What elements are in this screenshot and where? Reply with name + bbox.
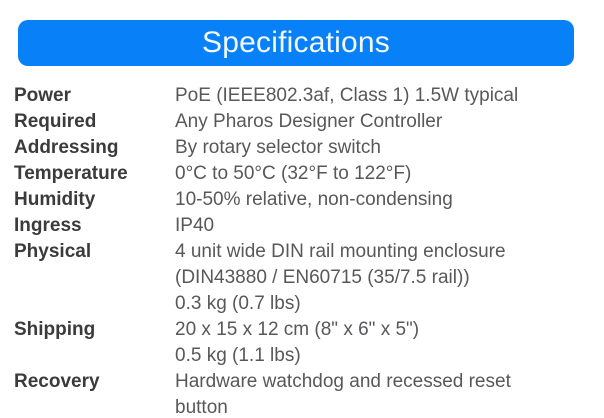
spec-value: PoE (IEEE802.3af, Class 1) 1.5W typical <box>175 83 518 109</box>
spec-label: Required <box>14 111 97 132</box>
spec-value: 20 x 15 x 12 cm (8" x 6" x 5") 0.5 kg (1… <box>175 317 419 369</box>
spec-list: Power PoE (IEEE802.3af, Class 1) 1.5W ty… <box>0 83 604 418</box>
spec-value-line: By rotary selector switch <box>175 137 381 158</box>
page-title: Specifications <box>202 26 390 59</box>
spec-row-temperature: Temperature 0°C to 50°C (32°F to 122°F) <box>14 161 594 187</box>
spec-value: By rotary selector switch <box>175 135 381 161</box>
spec-value: Any Pharos Designer Controller <box>175 109 442 135</box>
spec-label: Temperature <box>14 163 128 184</box>
spec-label: Ingress <box>14 215 82 236</box>
spec-value-line: PoE (IEEE802.3af, Class 1) 1.5W typical <box>175 85 519 106</box>
spec-row-shipping: Shipping 20 x 15 x 12 cm (8" x 6" x 5") … <box>14 317 594 369</box>
spec-label: Addressing <box>14 137 119 158</box>
spec-value-line: button <box>175 397 228 418</box>
spec-value: IP40 <box>175 213 214 239</box>
spec-value-line: (DIN43880 / EN60715 (35/7.5 rail)) <box>175 267 470 288</box>
specifications-header-banner: Specifications <box>18 20 574 66</box>
spec-value: Hardware watchdog and recessed reset but… <box>175 369 511 418</box>
spec-value-line: IP40 <box>175 215 215 236</box>
spec-row-humidity: Humidity 10-50% relative, non-condensing <box>14 187 594 213</box>
spec-row-physical: Physical 4 unit wide DIN rail mounting e… <box>14 239 594 317</box>
spec-value: 0°C to 50°C (32°F to 122°F) <box>175 161 411 187</box>
spec-label: Shipping <box>14 319 96 340</box>
spec-value: 10-50% relative, non-condensing <box>175 187 453 213</box>
spec-row-ingress: Ingress IP40 <box>14 213 594 239</box>
spec-value-line: Any Pharos Designer Controller <box>175 111 443 132</box>
spec-row-recovery: Recovery Hardware watchdog and recessed … <box>14 369 594 418</box>
spec-row-required: Required Any Pharos Designer Controller <box>14 109 594 135</box>
spec-value-line: 20 x 15 x 12 cm (8" x 6" x 5") <box>175 319 420 340</box>
spec-value-line: 4 unit wide DIN rail mounting enclosure <box>175 241 506 262</box>
spec-value-line: Hardware watchdog and recessed reset <box>175 371 511 392</box>
spec-row-power: Power PoE (IEEE802.3af, Class 1) 1.5W ty… <box>14 83 594 109</box>
spec-label: Humidity <box>14 189 96 210</box>
spec-label: Physical <box>14 241 92 262</box>
spec-value-line: 0.5 kg (1.1 lbs) <box>175 345 301 366</box>
spec-value-line: 0°C to 50°C (32°F to 122°F) <box>175 163 412 184</box>
spec-value: 4 unit wide DIN rail mounting enclosure … <box>175 239 506 317</box>
spec-value-line: 10-50% relative, non-condensing <box>175 189 453 210</box>
spec-label: Power <box>14 85 72 106</box>
spec-row-addressing: Addressing By rotary selector switch <box>14 135 594 161</box>
spec-value-line: 0.3 kg (0.7 lbs) <box>175 293 301 314</box>
spec-label: Recovery <box>14 371 100 392</box>
